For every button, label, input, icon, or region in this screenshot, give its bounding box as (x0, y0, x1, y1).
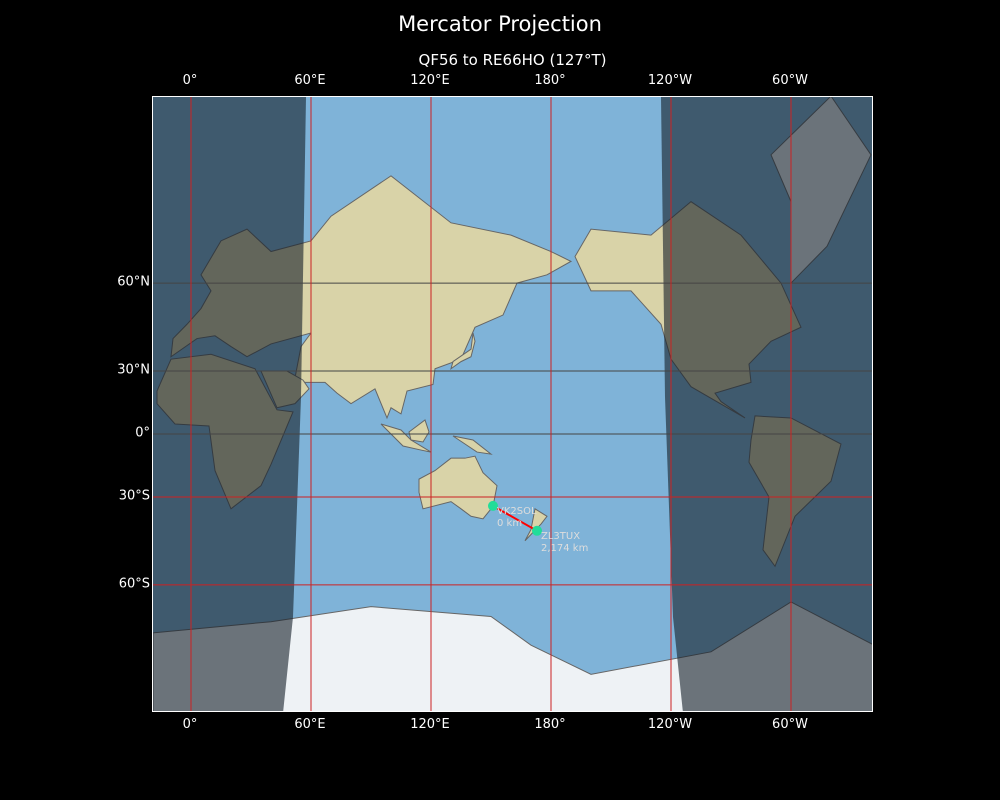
left-tick-label: 0° (135, 425, 150, 441)
station-distance: 2,174 km (541, 543, 588, 554)
figure-title: Mercator Projection (398, 12, 602, 36)
bottom-tick-label: 60°W (772, 717, 808, 732)
top-tick-label: 0° (182, 73, 198, 88)
station-marker (488, 500, 498, 511)
left-tick-label: 60°N (117, 274, 150, 290)
landmass-borneo (408, 419, 430, 443)
station-marker (532, 525, 542, 536)
night-shade-west (153, 97, 306, 711)
top-tick-label: 60°W (772, 73, 808, 88)
bottom-tick-label: 60°E (294, 717, 326, 732)
left-tick-label: 30°S (118, 488, 150, 504)
night-shade-east (661, 97, 872, 711)
top-tick-label: 180° (534, 73, 566, 88)
left-tick-label: 60°S (118, 576, 150, 592)
station-callsign: ZL3TUX (541, 531, 580, 542)
left-tick-label: 30°N (117, 362, 150, 378)
map-subtitle: QF56 to RE66HO (127°T) (418, 51, 607, 69)
top-tick-label: 60°E (294, 73, 326, 88)
route-line (492, 505, 538, 532)
landmass-newguinea (452, 435, 493, 455)
station-distance: 0 km (497, 518, 522, 529)
landmass-asia (294, 175, 573, 420)
top-tick-label: 120°W (647, 73, 693, 88)
map-panel[interactable]: VK2SOL 0 km ZL3TUX 2,174 km (152, 96, 873, 712)
bottom-tick-label: 120°W (647, 717, 693, 732)
bottom-tick-label: 120°E (410, 717, 450, 732)
landmass-japan (450, 332, 476, 370)
bottom-tick-label: 180° (534, 717, 566, 732)
bottom-tick-label: 0° (182, 717, 198, 732)
station-callsign: VK2SOL (497, 506, 537, 517)
top-tick-label: 120°E (410, 73, 450, 88)
